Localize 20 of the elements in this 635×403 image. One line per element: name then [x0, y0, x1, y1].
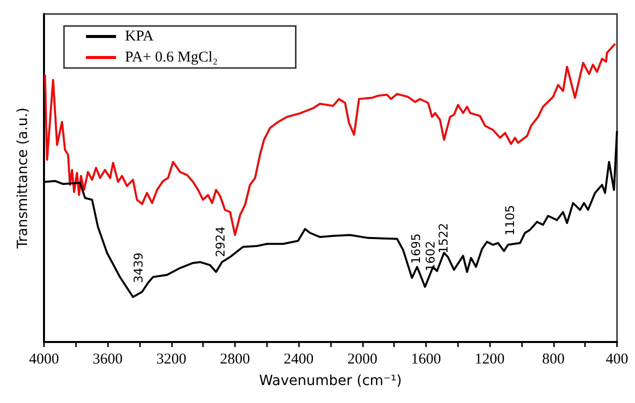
annotation: 1602	[424, 240, 438, 272]
x-tick-label: 2400	[284, 352, 314, 368]
x-tick-label: 4000	[29, 352, 59, 368]
legend-label: KPA	[125, 28, 154, 44]
x-tick-label: 2000	[347, 352, 378, 368]
x-axis-title: Wavenumber (cm⁻¹)	[259, 373, 402, 389]
annotation: 2924	[213, 226, 228, 258]
x-tick-label: 3200	[156, 352, 186, 368]
x-tick-label: 400	[606, 352, 628, 368]
annotation: 1695	[408, 233, 423, 264]
x-tick-label: 1600	[411, 352, 441, 368]
annotation: 1522	[436, 222, 450, 254]
x-tick-label: 3600	[92, 352, 123, 368]
legend-label: PA+ 0.6 MgCl₂	[125, 50, 218, 66]
x-tick-label: 1200	[474, 352, 505, 368]
annotation: 3439	[131, 252, 146, 283]
x-tick-label: 800	[542, 352, 565, 368]
y-axis-title: Transmittance (a.u.)	[15, 108, 31, 250]
x-tick-label: 2800	[220, 352, 250, 368]
annotation: 1105	[502, 205, 517, 236]
